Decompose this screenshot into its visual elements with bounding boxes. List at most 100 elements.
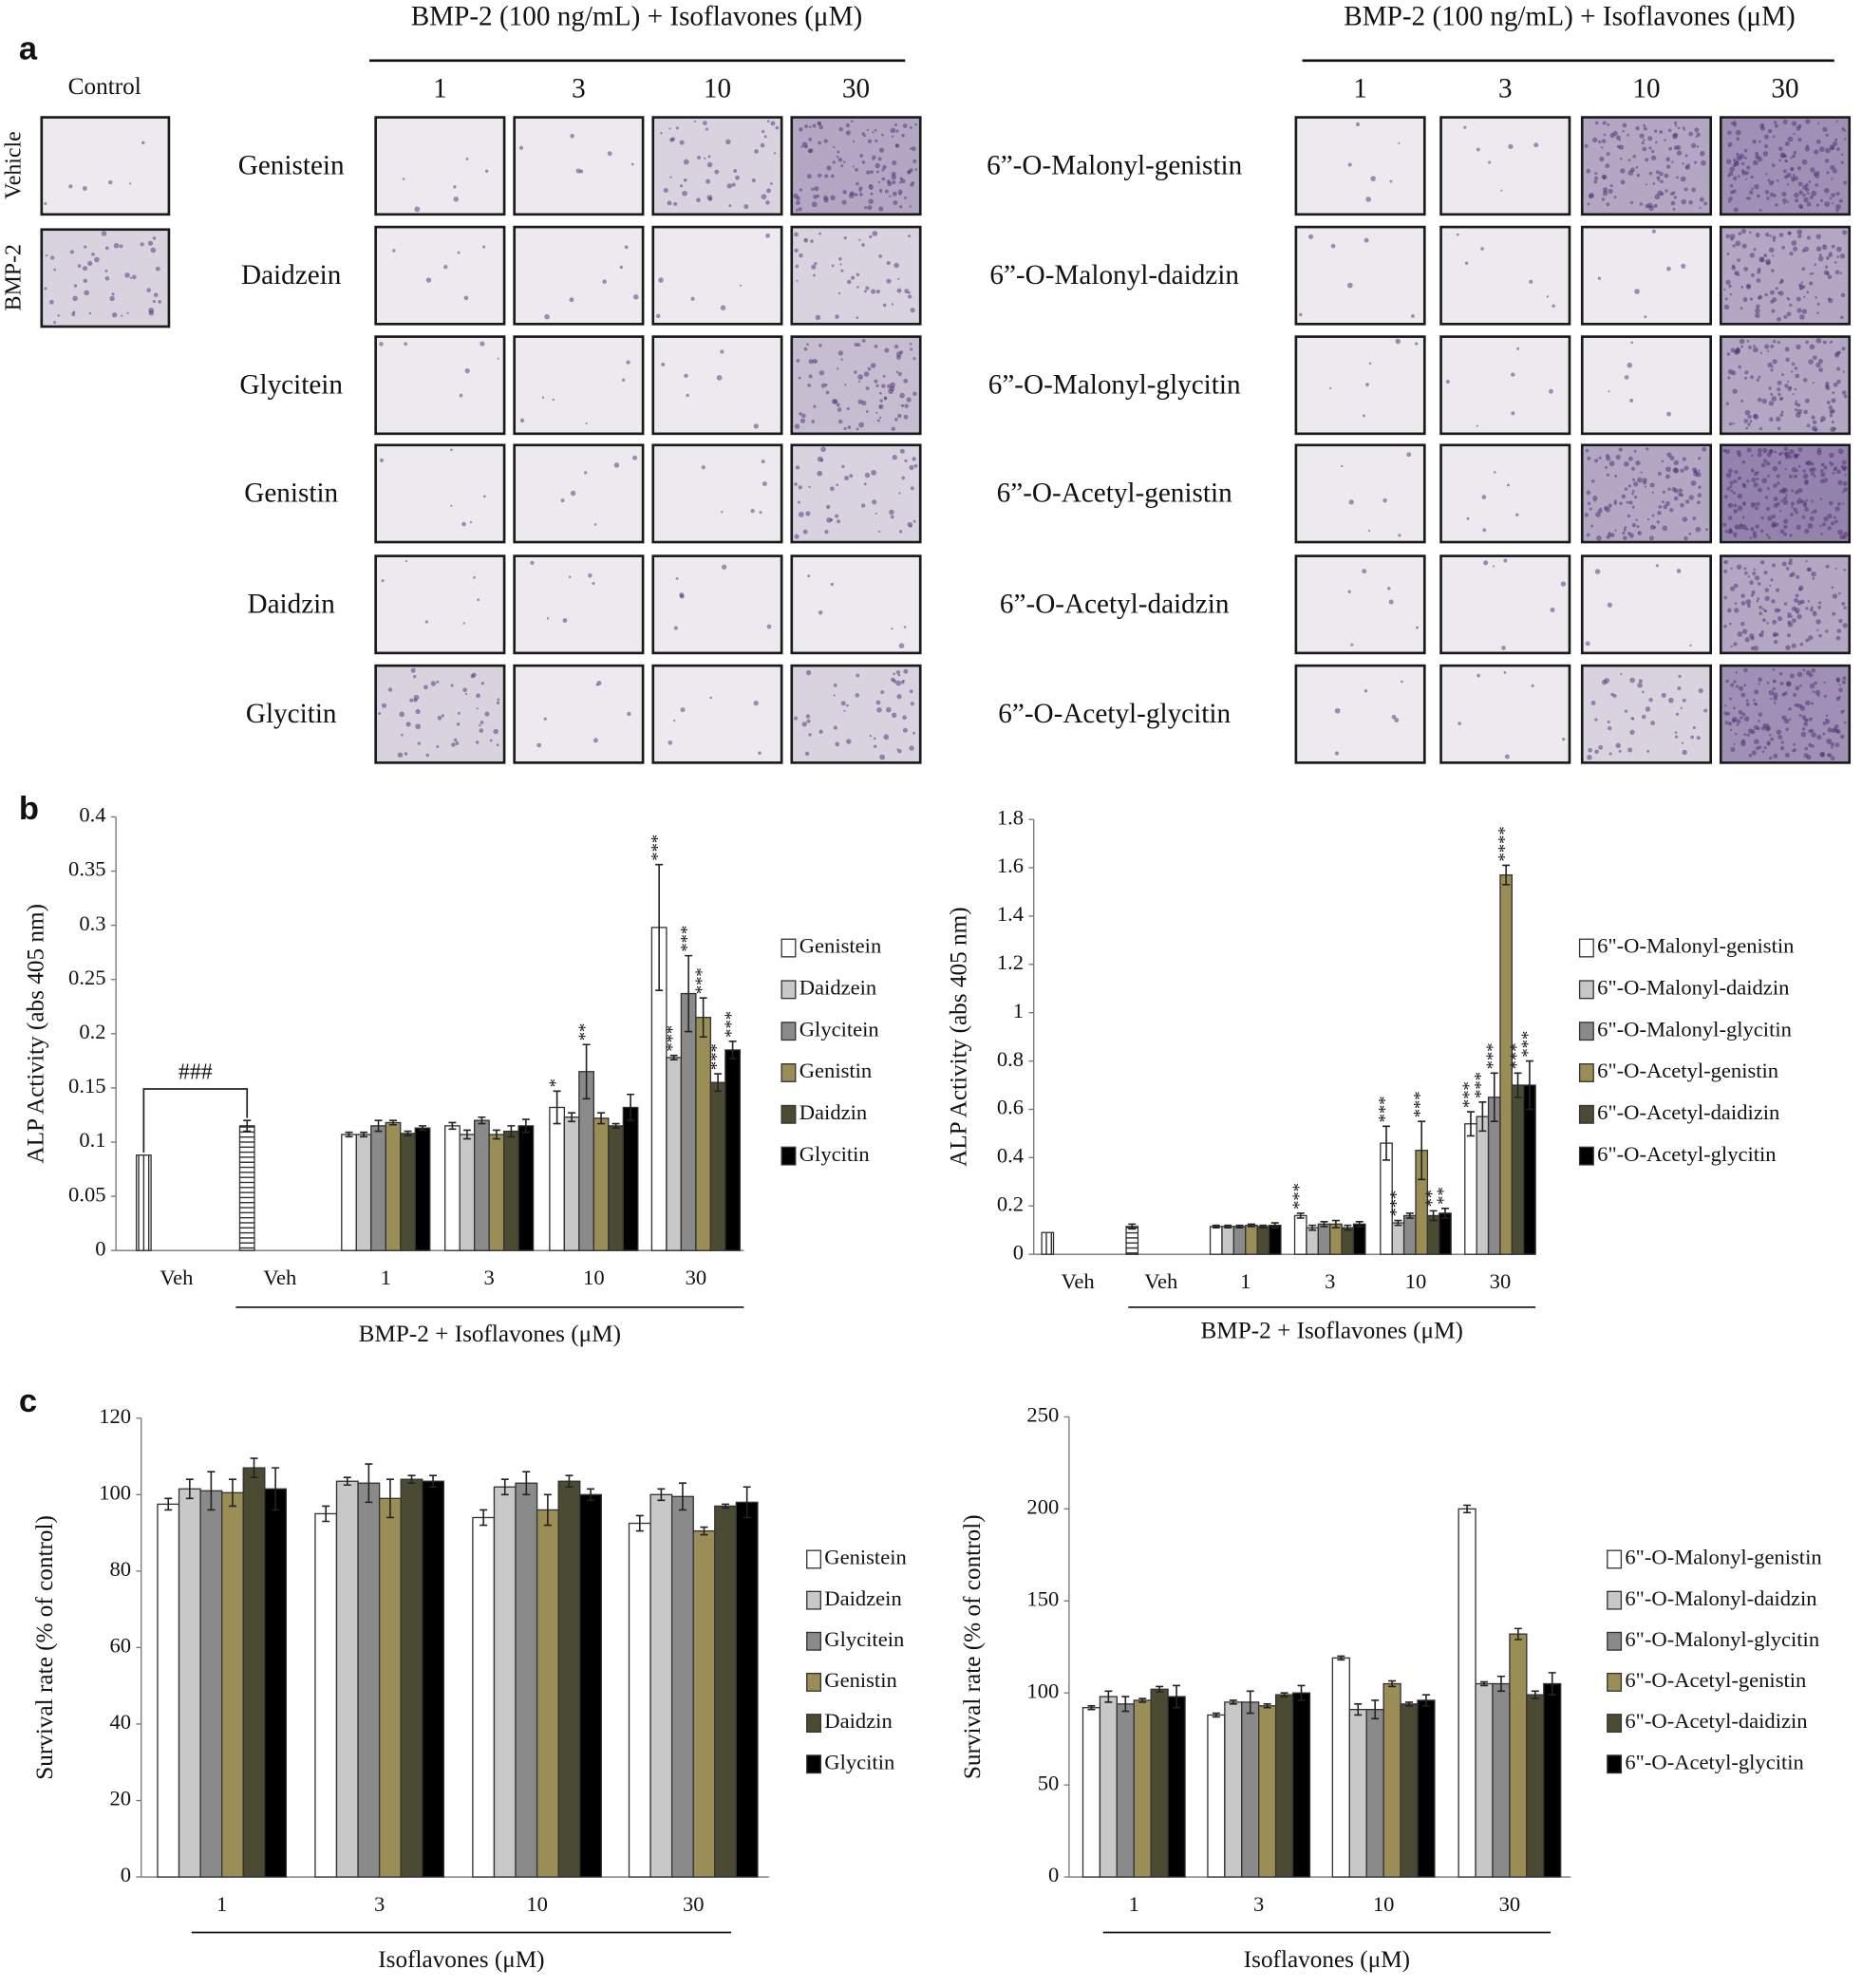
stain-dot (1702, 446, 1707, 452)
stain-dot (1629, 677, 1635, 684)
stain-dot (1809, 608, 1814, 612)
stain-dot (1790, 370, 1794, 373)
stain-dot (840, 164, 844, 168)
stain-dot (469, 520, 473, 524)
legend-label: Daidzein (799, 976, 876, 1000)
stain-dot (818, 173, 822, 178)
stain-dot (836, 483, 839, 487)
stain-dot (1784, 468, 1787, 471)
stain-dot (1829, 409, 1834, 415)
stain-dot (1398, 141, 1401, 145)
stain-dot (1673, 196, 1678, 199)
stain-dot (1666, 411, 1671, 417)
stain-dot (464, 368, 470, 374)
legend-label: 6"-O-Malonyl-daidzin (1625, 1586, 1816, 1610)
error-bar (635, 1514, 644, 1532)
significance-label: *** (706, 1043, 726, 1070)
stain-dot (1787, 615, 1790, 618)
error-bar (1259, 1224, 1268, 1228)
stain-dot (101, 231, 107, 236)
legend-swatch (1607, 1631, 1623, 1651)
stain-dot (1307, 234, 1314, 239)
stain-dot (1774, 450, 1777, 454)
stain-dot (1533, 142, 1539, 148)
stain-dot (1593, 176, 1599, 180)
stain-dot (869, 184, 872, 187)
stain-dot (1364, 237, 1369, 243)
row-label: Glycitin (246, 699, 337, 729)
stain-dot (1837, 448, 1844, 455)
stain-dot (1835, 729, 1841, 735)
y-axis-label: ALP Activity (abs 405 nm) (24, 904, 49, 1164)
stain-dot (1796, 296, 1801, 302)
stain-dot (863, 482, 867, 486)
x-tick-label: 3 (484, 1266, 495, 1289)
stain-dot (1776, 729, 1782, 735)
x-tick-label: 10 (583, 1266, 605, 1289)
stain-dot (1803, 722, 1809, 726)
stain-dot (1764, 344, 1770, 349)
stain-dot (1616, 144, 1621, 149)
stain-dot (1755, 233, 1760, 238)
stain-dot (1758, 375, 1761, 379)
stain-dot (104, 246, 109, 251)
stain-dot (1777, 616, 1783, 622)
stain-dot (907, 170, 912, 175)
stain-dot (843, 709, 846, 712)
stain-dot (813, 404, 817, 408)
stain-dot (1763, 571, 1768, 575)
stain-dot (875, 512, 877, 516)
stain-dot (1735, 671, 1739, 674)
stain-dot (1755, 308, 1760, 314)
stain-dot (1826, 171, 1830, 175)
stain-dot (57, 314, 61, 317)
stain-dot (882, 303, 887, 308)
stain-dot (1682, 749, 1687, 756)
stain-dot (1818, 367, 1824, 373)
stain-dot (1740, 399, 1744, 403)
stain-dot (1775, 287, 1778, 291)
stain-dot (1788, 718, 1792, 721)
bar (714, 1505, 738, 1878)
stain-dot (1483, 560, 1489, 566)
stain-dot (1828, 500, 1834, 506)
stain-dot (1587, 202, 1590, 206)
stain-dot (1531, 684, 1534, 687)
stain-dot (1751, 590, 1756, 594)
stain-dot (1786, 172, 1792, 178)
stain-dot (1841, 459, 1847, 465)
stain-dot (1673, 459, 1680, 466)
stain-dot (1792, 154, 1796, 158)
stain-dot (765, 233, 771, 238)
stain-dot (1759, 633, 1761, 636)
stain-dot (801, 413, 806, 419)
stain-dot (1747, 414, 1752, 420)
error-bar (1296, 1212, 1305, 1219)
stain-dot (1815, 337, 1822, 344)
stain-dot (1729, 480, 1735, 485)
stain-dot (1629, 729, 1635, 735)
stain-dot (1628, 500, 1633, 505)
stain-dot (1819, 478, 1825, 484)
stain-dot (1728, 200, 1731, 203)
stain-dot (865, 386, 870, 390)
stain-dot (1778, 672, 1783, 676)
error-bar (1212, 1224, 1220, 1228)
micrograph (651, 443, 783, 544)
stain-dot (1592, 496, 1598, 501)
error-bar (1466, 1111, 1475, 1137)
error-bar (1156, 1685, 1164, 1694)
stain-dot (1488, 160, 1492, 164)
stain-dot (912, 357, 916, 361)
stain-dot (1796, 403, 1801, 407)
stain-dot (1642, 146, 1647, 152)
stain-dot (1602, 175, 1608, 180)
stain-dot (1831, 586, 1834, 590)
stain-dot (807, 148, 813, 154)
stain-dot (1745, 178, 1748, 180)
stain-dot (1654, 194, 1661, 200)
stain-dot (1795, 703, 1799, 707)
bar (1167, 1696, 1186, 1878)
stain-dot (1786, 200, 1789, 203)
error-bar (655, 863, 664, 991)
